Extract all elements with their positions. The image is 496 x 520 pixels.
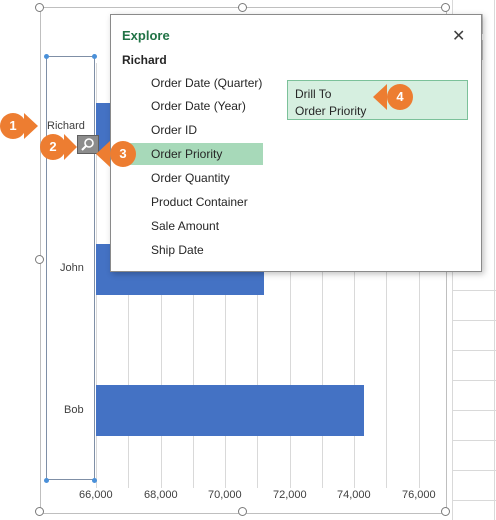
magnifier-icon bbox=[81, 138, 94, 151]
resize-handle[interactable] bbox=[441, 507, 450, 516]
category-label-bob: Bob bbox=[64, 404, 84, 416]
axis-handle[interactable] bbox=[44, 54, 49, 59]
callout-1: 1 bbox=[0, 113, 26, 139]
x-tick-label: 66,000 bbox=[79, 489, 113, 501]
field-item[interactable]: Order Quantity bbox=[151, 171, 230, 185]
resize-handle[interactable] bbox=[35, 3, 44, 12]
close-icon[interactable]: ✕ bbox=[452, 28, 466, 45]
axis-handle[interactable] bbox=[92, 54, 97, 59]
gridline bbox=[419, 63, 420, 488]
resize-handle[interactable] bbox=[441, 3, 450, 12]
drill-target: Order Priority bbox=[295, 104, 367, 118]
field-item[interactable]: Order ID bbox=[151, 123, 198, 137]
axis-handle[interactable] bbox=[44, 478, 49, 483]
sheet-gridline bbox=[452, 440, 496, 441]
sheet-gridline bbox=[494, 0, 495, 520]
sheet-gridline bbox=[452, 380, 496, 381]
callout-2: 2 bbox=[40, 134, 66, 160]
callout-pointer bbox=[64, 134, 77, 160]
resize-handle[interactable] bbox=[238, 507, 247, 516]
x-tick-label: 76,000 bbox=[402, 489, 436, 501]
field-item[interactable]: Order Date (Quarter) bbox=[151, 76, 263, 90]
gridline-minor bbox=[386, 63, 387, 488]
field-list[interactable]: Order Date (Quarter) Order Date (Year) O… bbox=[123, 75, 279, 265]
sheet-gridline bbox=[452, 320, 496, 321]
x-tick-label: 70,000 bbox=[208, 489, 242, 501]
gridline-minor bbox=[322, 63, 323, 488]
field-item[interactable]: Sale Amount bbox=[151, 219, 220, 233]
x-tick-label: 72,000 bbox=[273, 489, 307, 501]
callout-4: 4 bbox=[387, 84, 413, 110]
callout-pointer bbox=[24, 113, 38, 139]
callout-pointer bbox=[373, 84, 387, 110]
axis-handle[interactable] bbox=[92, 478, 97, 483]
x-tick-label: 68,000 bbox=[144, 489, 178, 501]
category-label-richard: Richard bbox=[47, 120, 85, 132]
resize-handle[interactable] bbox=[35, 507, 44, 516]
field-item[interactable]: Order Date (Year) bbox=[151, 99, 246, 113]
callout-pointer bbox=[96, 141, 110, 167]
bar-bob[interactable] bbox=[96, 385, 364, 436]
category-axis-selection[interactable] bbox=[46, 56, 95, 480]
explore-popup: Explore ✕ Richard Order Date (Quarter) O… bbox=[110, 14, 482, 272]
field-item-selected[interactable]: Order Priority bbox=[123, 143, 263, 165]
sheet-gridline bbox=[452, 410, 496, 411]
sheet-gridline bbox=[452, 290, 496, 291]
resize-handle[interactable] bbox=[35, 255, 44, 264]
field-item[interactable]: Ship Date bbox=[151, 243, 204, 257]
gridline bbox=[290, 63, 291, 488]
explore-subject: Richard bbox=[122, 53, 167, 67]
field-item[interactable]: Product Container bbox=[151, 195, 248, 209]
sheet-gridline bbox=[452, 500, 496, 501]
popup-title: Explore bbox=[122, 28, 170, 43]
sheet-gridline bbox=[452, 470, 496, 471]
sheet-gridline bbox=[452, 350, 496, 351]
category-label-john: John bbox=[60, 262, 84, 274]
x-tick-label: 74,000 bbox=[337, 489, 371, 501]
resize-handle[interactable] bbox=[238, 3, 247, 12]
gridline bbox=[354, 63, 355, 488]
callout-3: 3 bbox=[110, 141, 136, 167]
drill-label: Drill To bbox=[295, 87, 332, 101]
